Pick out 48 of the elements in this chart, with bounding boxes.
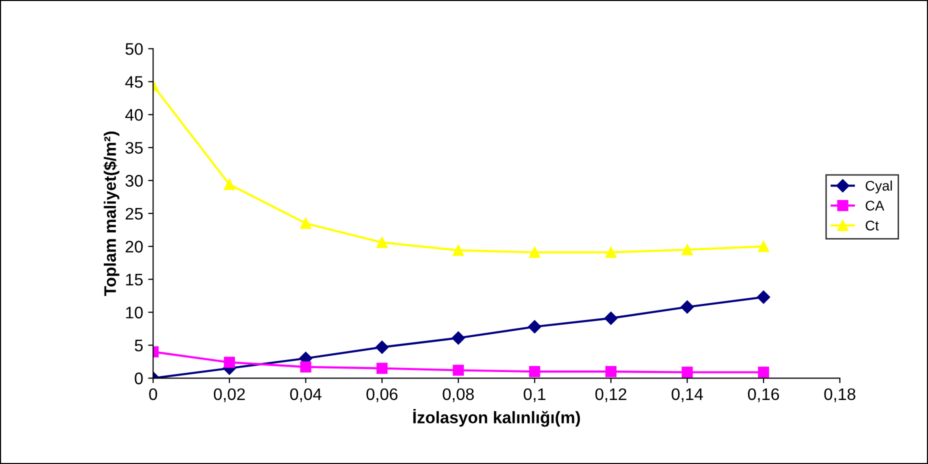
x-tick-label: 0,06 [366, 388, 398, 402]
point [529, 366, 540, 378]
y-tick-label: 10 [126, 306, 143, 318]
x-axis-title: İzolasyon kalınlığı(m) [413, 408, 580, 427]
point [528, 320, 542, 334]
point [682, 366, 693, 378]
point [758, 240, 770, 252]
y-tick-label: 0 [134, 372, 143, 384]
point [604, 312, 618, 325]
y-tick-label: 50 [126, 43, 143, 55]
x-tick-label: 0,14 [672, 388, 703, 402]
point [758, 366, 770, 378]
x-tick-label: 0 [149, 388, 158, 400]
point [300, 218, 312, 229]
y-tick-label: 15 [126, 274, 143, 286]
legend-label: Cyal [866, 180, 892, 194]
x-tick-label: 0,08 [442, 388, 474, 402]
point [605, 246, 616, 258]
point [756, 290, 770, 304]
point [529, 246, 540, 258]
point [605, 366, 616, 378]
point [452, 364, 464, 376]
y-tick-label: 25 [126, 208, 143, 220]
y-tick-label: 30 [125, 174, 143, 187]
y-tick-label: 35 [125, 142, 143, 154]
y-tick-label: 5 [134, 340, 143, 352]
x-tick-label: 0,1 [524, 388, 546, 402]
point [376, 362, 388, 374]
point [300, 361, 312, 373]
x-tick-label: 0,04 [290, 388, 322, 402]
point [682, 244, 693, 256]
point [224, 178, 235, 190]
y-axis-title: Toplam maliyet($/m²) [103, 132, 120, 296]
y-tick-label: 45 [125, 76, 143, 88]
point [452, 244, 464, 256]
y-tick-label: 20 [126, 240, 143, 253]
x-tick-label: 0,02 [214, 388, 245, 402]
point [376, 236, 388, 248]
x-tick-label: 0,18 [824, 388, 856, 402]
y-tick-label: 40 [125, 109, 143, 121]
x-tick-label: 0,12 [595, 388, 626, 402]
point [452, 331, 465, 345]
point [680, 300, 694, 314]
legend-label: CA [866, 200, 884, 211]
x-tick-label: 0,16 [748, 388, 780, 402]
legend-label: Ct [866, 220, 879, 230]
point [375, 340, 389, 354]
point [224, 356, 235, 368]
